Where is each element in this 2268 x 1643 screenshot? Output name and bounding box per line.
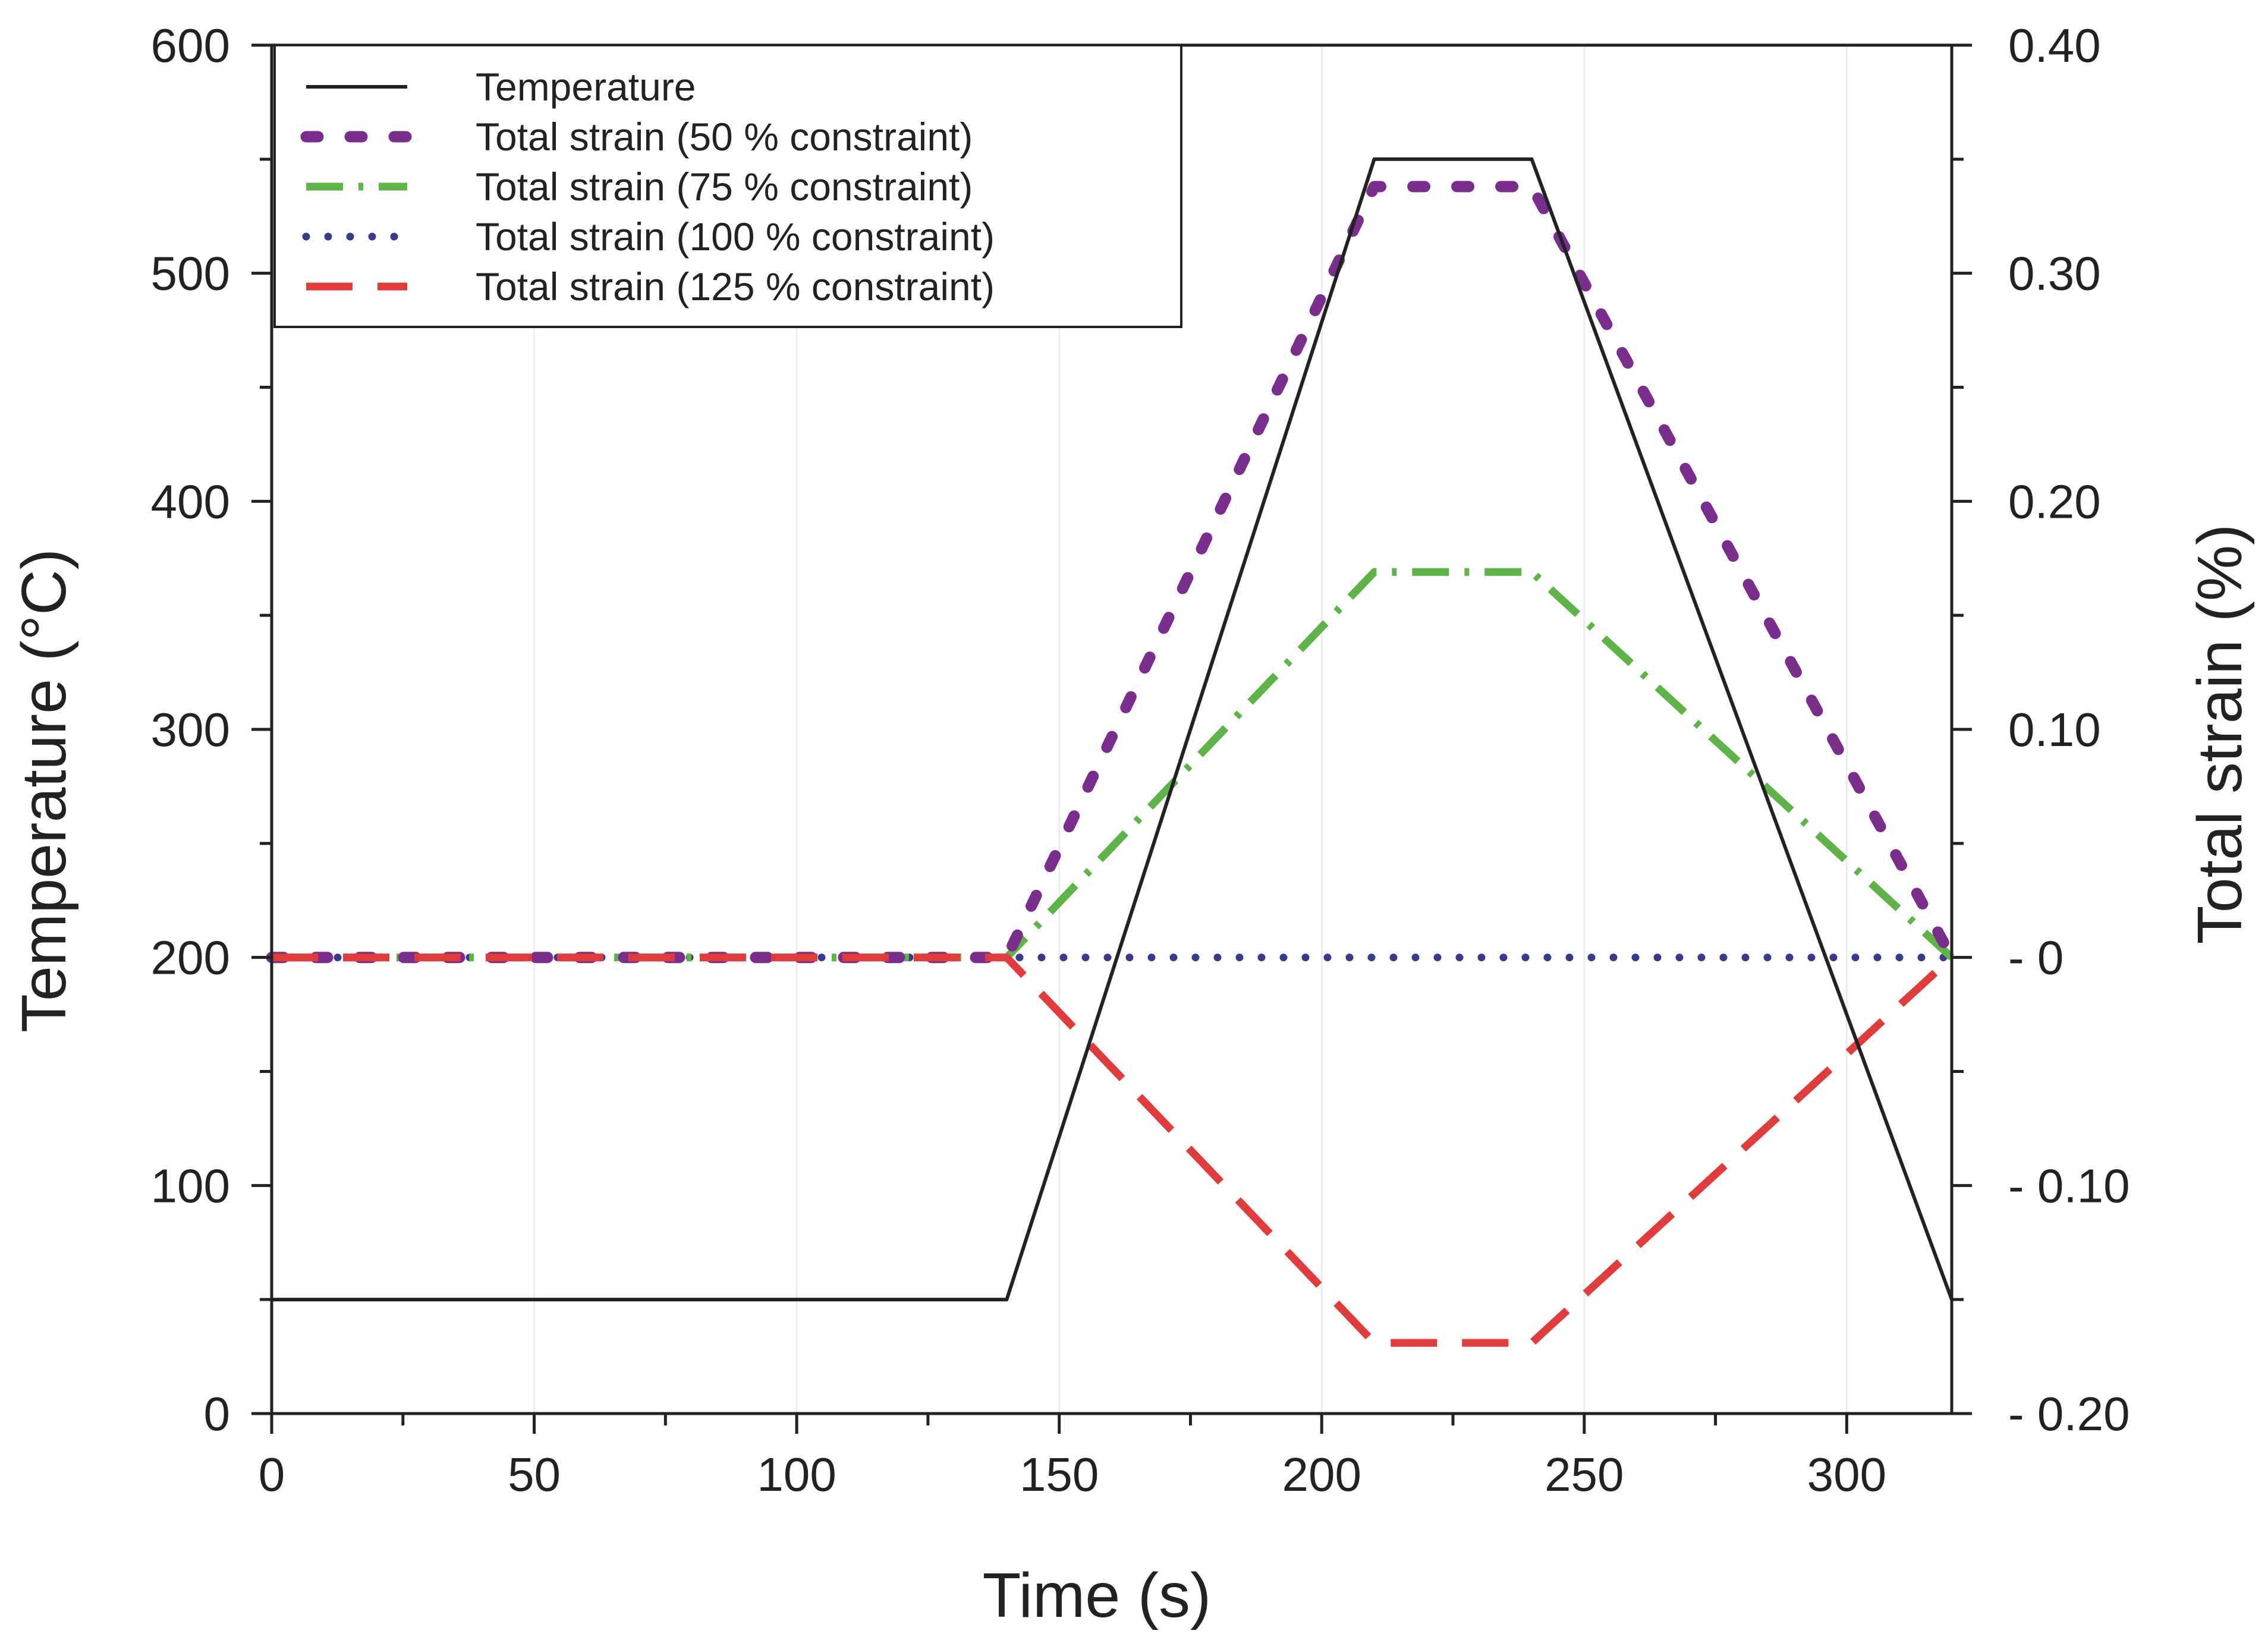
y-right-tick-label: - 0.20 [2008,1387,2130,1440]
y-right-tick-label: - 0.10 [2008,1159,2130,1212]
legend-box [273,44,1182,328]
x-tick-label: 150 [1020,1448,1099,1501]
legend-label-3: Total strain (100 % constraint) [476,215,995,259]
x-tick-label: 0 [259,1448,285,1501]
y-right-tick-labels: - 0.20 - 0.10 - 0 0.10 0.20 0.30 0.40 [2008,19,2130,1440]
y-right-tick-label: - 0 [2008,931,2063,984]
y-left-tick-label: 200 [151,931,230,984]
x-tick-label: 300 [1807,1448,1886,1501]
y-right-tick-label: 0.40 [2008,19,2101,72]
x-tick-label: 200 [1282,1448,1361,1501]
y-right-axis-title: Total strain (%) [2185,524,2255,945]
y-left-tick-label: 0 [204,1387,231,1440]
legend-label-1: Total strain (50 % constraint) [476,115,973,159]
x-tick-labels: 0 50 100 150 200 250 300 [259,1448,1886,1501]
series-line-1 [266,181,1958,964]
y-left-tick-label: 300 [151,703,230,756]
legend-label-2: Total strain (75 % constraint) [476,165,973,209]
series-line-4 [272,953,1955,1347]
legend-label-0: Temperature [476,65,696,109]
y-left-tick-label: 600 [151,19,230,72]
x-axis-title: Time (s) [983,1560,1212,1631]
y-left-tick-label: 500 [151,247,230,300]
series-lines [266,157,1958,1347]
legend-label-4: Total strain (125 % constraint) [476,265,995,309]
x-tick-label: 50 [508,1448,561,1501]
y-left-tick-label: 400 [151,475,230,528]
tick-marks [251,43,1972,1434]
y-right-tick-label: 0.30 [2008,247,2101,300]
x-tick-label: 100 [757,1448,836,1501]
y-left-tick-labels: 0 100 200 300 400 500 600 [151,19,230,1440]
series-line-0 [272,157,1954,1302]
x-tick-label: 250 [1544,1448,1624,1501]
y-left-tick-label: 100 [151,1159,230,1212]
y-right-tick-label: 0.10 [2008,703,2101,756]
legend: Temperature Total strain (50 % constraint… [273,44,1182,328]
y-right-tick-label: 0.20 [2008,475,2101,528]
y-left-axis-title: Temperature (°C) [9,549,79,1033]
